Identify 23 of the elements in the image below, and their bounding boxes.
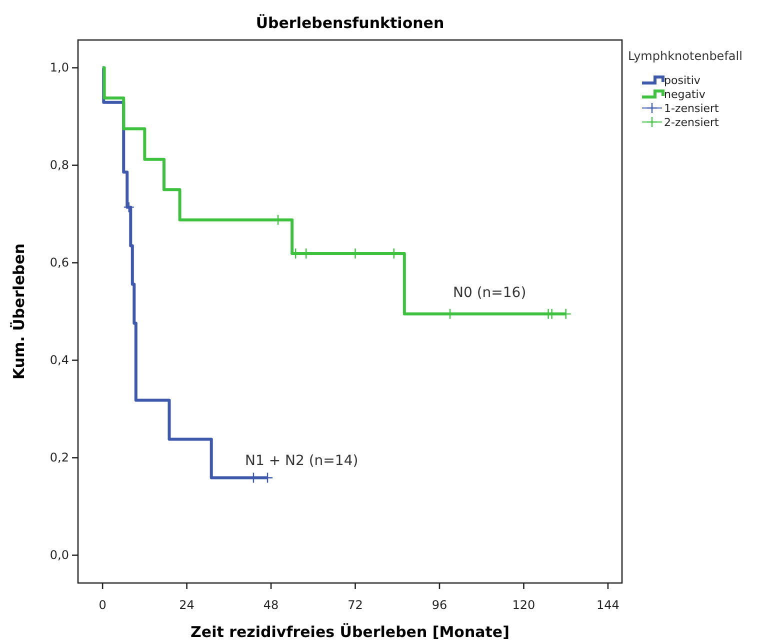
y-tick-label: 0,8 xyxy=(50,158,69,172)
y-tick-label: 0,4 xyxy=(50,353,69,368)
legend-title: Lymphknotenbefall xyxy=(628,49,742,63)
chart-title: Überlebensfunktionen xyxy=(256,14,444,32)
x-tick-label: 24 xyxy=(179,598,194,612)
x-tick-label: 72 xyxy=(348,598,363,612)
y-tick-label: 0,2 xyxy=(50,450,69,465)
x-tick-label: 0 xyxy=(98,598,106,612)
y-tick-label: 0,6 xyxy=(50,256,69,270)
x-tick-label: 120 xyxy=(512,598,536,612)
annotation: N1 + N2 (n=14) xyxy=(245,453,358,469)
x-axis-title: Zeit rezidivfreies Überleben [Monate] xyxy=(190,623,510,641)
x-tick-label: 144 xyxy=(596,598,620,612)
x-tick-label: 48 xyxy=(263,598,279,612)
y-tick-label: 1,0 xyxy=(50,60,69,75)
legend-label: 1-zensiert xyxy=(664,102,720,115)
y-tick-label: 0,0 xyxy=(50,548,69,562)
legend-label: positiv xyxy=(664,74,701,87)
annotation: N0 (n=16) xyxy=(453,285,526,301)
y-axis-title: Kum. Überleben xyxy=(10,244,28,380)
legend-label: 2-zensiert xyxy=(664,116,720,129)
legend-label: negativ xyxy=(664,88,706,101)
x-tick-label: 96 xyxy=(432,598,448,612)
